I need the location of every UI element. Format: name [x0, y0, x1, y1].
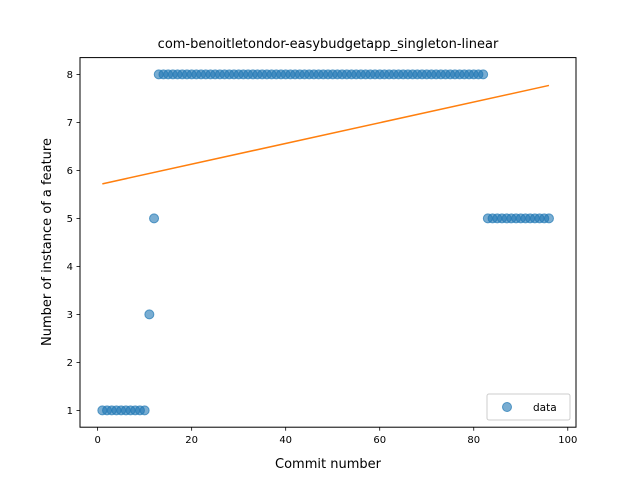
- data-point: [149, 213, 160, 224]
- legend-box: [486, 393, 571, 421]
- fit-line: [102, 84, 550, 185]
- x-tick-label: 60: [373, 435, 386, 446]
- y-axis: 1 2 3 4 5 6 7 8: [67, 70, 80, 417]
- x-tick-label: 0: [94, 435, 100, 446]
- data-point: [144, 309, 155, 320]
- y-axis-label: Number of instance of a feature: [40, 138, 55, 346]
- y-tick-label: 1: [67, 406, 73, 417]
- data-point: [543, 213, 554, 224]
- legend: data: [486, 393, 571, 421]
- x-tick-label: 40: [279, 435, 292, 446]
- chart-title: com-benoitletondor-easybudgetapp_singlet…: [158, 37, 499, 52]
- x-tick-label: 20: [185, 435, 198, 446]
- y-tick-label: 6: [67, 166, 73, 177]
- x-tick-label: 100: [558, 435, 577, 446]
- y-tick-label: 4: [67, 262, 73, 273]
- x-tick-label: 80: [467, 435, 480, 446]
- legend-marker: [502, 402, 512, 412]
- y-tick-label: 3: [67, 310, 73, 321]
- x-axis: 0 20 40 60 80 100: [94, 427, 577, 446]
- data-point: [139, 405, 150, 416]
- y-tick-label: 2: [67, 358, 73, 369]
- y-tick-label: 5: [67, 214, 73, 225]
- plot-area: [97, 69, 554, 416]
- y-tick-label: 7: [67, 118, 73, 129]
- y-tick-label: 8: [67, 70, 73, 81]
- data-point: [478, 69, 489, 80]
- x-axis-label: Commit number: [275, 457, 382, 472]
- legend-label: data: [533, 402, 557, 414]
- plot-frame: [79, 57, 577, 428]
